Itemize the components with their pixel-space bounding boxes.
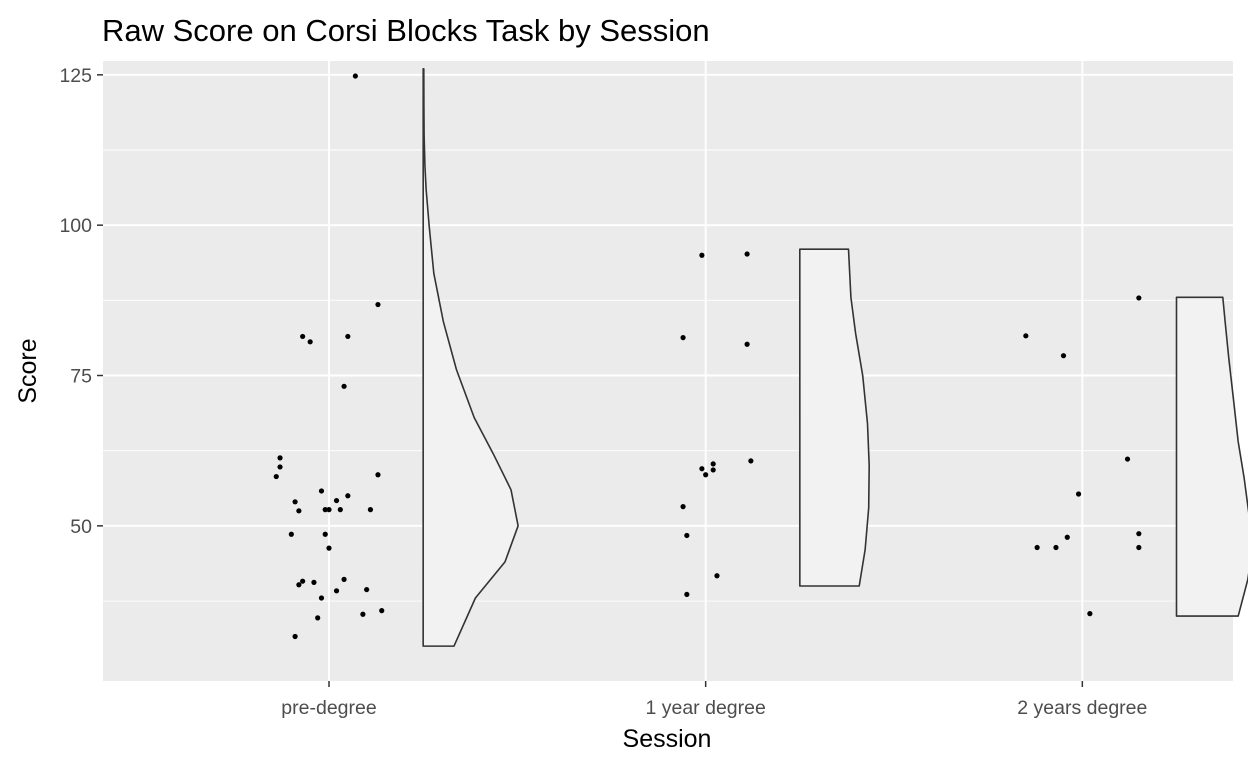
- data-point: [318, 595, 325, 601]
- data-point: [326, 507, 332, 513]
- data-point: [277, 464, 283, 470]
- data-point: [375, 301, 381, 308]
- y-tick-label: 75: [70, 366, 92, 388]
- data-point: [684, 591, 690, 598]
- data-point: [714, 573, 720, 579]
- violin-1: [799, 248, 870, 587]
- data-point: [345, 493, 351, 499]
- data-point: [748, 458, 754, 464]
- data-point: [326, 545, 332, 551]
- data-point: [273, 473, 279, 480]
- x-tick-label: 1 year degree: [645, 697, 765, 719]
- data-point: [710, 461, 716, 467]
- points: [273, 73, 1142, 640]
- data-point: [1064, 534, 1070, 540]
- violins: [422, 68, 1248, 647]
- data-point: [345, 333, 351, 340]
- data-point: [1075, 491, 1082, 497]
- data-point: [364, 586, 370, 593]
- data-point: [360, 611, 366, 617]
- data-point: [352, 73, 358, 79]
- data-point: [1087, 611, 1093, 617]
- data-point: [1053, 544, 1059, 551]
- major-gridlines: [103, 61, 1233, 681]
- data-point: [1124, 456, 1131, 462]
- data-point: [1136, 531, 1142, 537]
- y-axis-title: Score: [14, 338, 42, 403]
- y-axis: 50 75 100 125: [59, 65, 103, 538]
- data-point: [680, 504, 686, 510]
- y-tick-label: 50: [70, 516, 92, 538]
- y-tick-label: 125: [59, 65, 92, 87]
- data-point: [288, 531, 294, 537]
- data-point: [292, 499, 298, 505]
- y-tick-label: 100: [59, 215, 92, 237]
- data-point: [1034, 544, 1040, 551]
- data-point: [292, 633, 298, 640]
- data-point: [318, 488, 325, 494]
- data-point: [1136, 544, 1142, 551]
- data-point: [710, 467, 716, 473]
- plot-panel: [103, 61, 1233, 681]
- violin-2: [1175, 296, 1248, 617]
- minor-gridlines: [103, 149, 1233, 602]
- data-point: [1060, 353, 1067, 359]
- data-point: [1023, 333, 1029, 339]
- x-tick-label: 2 years degree: [1017, 697, 1147, 719]
- data-point: [341, 576, 347, 582]
- data-point: [375, 472, 381, 478]
- x-axis: pre-degree 1 year degree 2 years degree: [281, 681, 1147, 719]
- data-point: [379, 608, 385, 614]
- x-tick-label: pre-degree: [281, 697, 376, 719]
- data-point: [699, 466, 705, 472]
- data-point: [684, 532, 690, 539]
- data-point: [337, 507, 343, 513]
- data-point: [703, 472, 709, 478]
- data-point: [296, 582, 302, 588]
- violin-0: [422, 68, 519, 647]
- data-point: [744, 341, 750, 347]
- data-point: [322, 531, 328, 537]
- data-point: [744, 251, 750, 257]
- data-point: [341, 383, 347, 389]
- chart-title: Raw Score on Corsi Blocks Task by Sessio…: [102, 13, 710, 48]
- data-point: [311, 579, 317, 585]
- data-point: [1136, 295, 1142, 301]
- x-axis-title: Session: [623, 725, 712, 753]
- data-point: [277, 455, 283, 461]
- data-point: [699, 252, 705, 258]
- data-point: [680, 335, 686, 341]
- data-point: [307, 339, 313, 345]
- data-point: [333, 588, 340, 594]
- data-point: [315, 615, 321, 621]
- data-point: [322, 507, 328, 513]
- data-point: [296, 508, 302, 514]
- data-point: [300, 578, 306, 584]
- data-point: [300, 333, 306, 340]
- data-point: [333, 497, 340, 504]
- data-point: [367, 507, 374, 513]
